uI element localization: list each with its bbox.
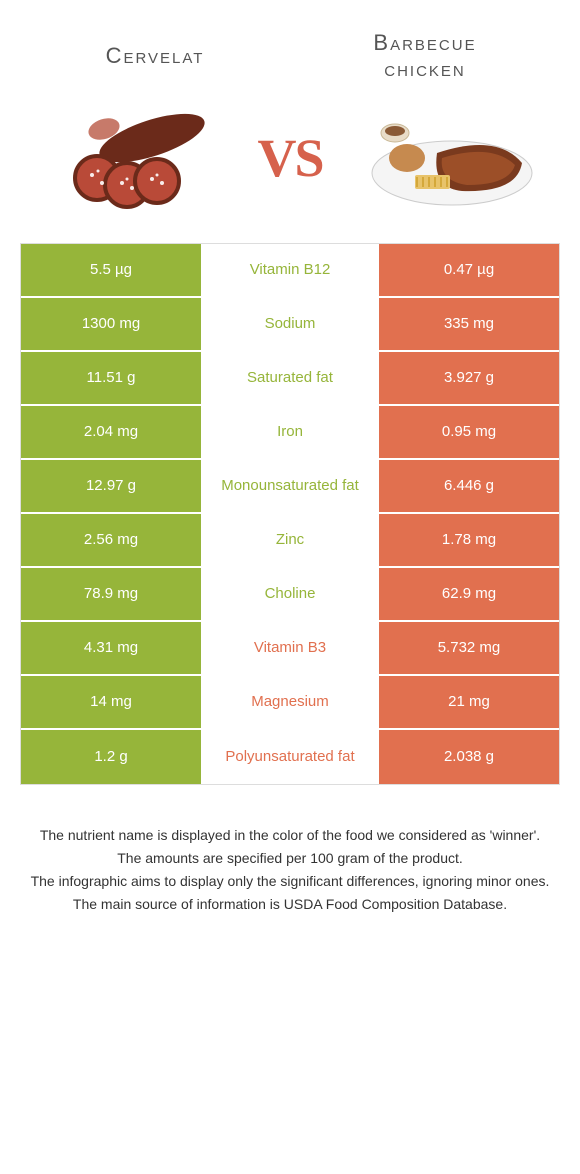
right-value: 1.78 mg (379, 514, 559, 566)
right-value: 6.446 g (379, 460, 559, 512)
footer-notes: The nutrient name is displayed in the co… (0, 785, 580, 937)
food-right-title-line1: Barbecue (373, 30, 476, 55)
footer-line-4: The main source of information is USDA F… (30, 894, 550, 915)
table-row: 2.04 mgIron0.95 mg (21, 406, 559, 460)
left-value: 4.31 mg (21, 622, 201, 674)
left-value: 1.2 g (21, 730, 201, 784)
cervelat-image (42, 103, 212, 213)
left-value: 11.51 g (21, 352, 201, 404)
right-value: 2.038 g (379, 730, 559, 784)
nutrient-name: Magnesium (201, 676, 379, 728)
nutrient-name: Vitamin B12 (201, 244, 379, 296)
table-row: 4.31 mgVitamin B35.732 mg (21, 622, 559, 676)
footer-line-1: The nutrient name is displayed in the co… (30, 825, 550, 846)
images-row: VS (0, 93, 580, 243)
left-value: 2.56 mg (21, 514, 201, 566)
nutrient-name: Zinc (201, 514, 379, 566)
table-row: 1300 mgSodium335 mg (21, 298, 559, 352)
table-row: 12.97 gMonounsaturated fat6.446 g (21, 460, 559, 514)
right-value: 335 mg (379, 298, 559, 350)
food-right-title: Barbecue chicken (304, 30, 547, 83)
right-value: 62.9 mg (379, 568, 559, 620)
footer-line-2: The amounts are specified per 100 gram o… (30, 848, 550, 869)
vs-label: VS (257, 127, 322, 189)
nutrient-name: Iron (201, 406, 379, 458)
food-left-title: Cervelat (34, 43, 277, 69)
right-value: 0.95 mg (379, 406, 559, 458)
left-value: 78.9 mg (21, 568, 201, 620)
header: Cervelat Barbecue chicken (0, 0, 580, 93)
nutrient-name: Choline (201, 568, 379, 620)
nutrient-name: Saturated fat (201, 352, 379, 404)
nutrient-name: Polyunsaturated fat (201, 730, 379, 784)
table-row: 78.9 mgCholine62.9 mg (21, 568, 559, 622)
left-value: 12.97 g (21, 460, 201, 512)
right-value: 0.47 µg (379, 244, 559, 296)
table-row: 5.5 µgVitamin B120.47 µg (21, 244, 559, 298)
table-row: 11.51 gSaturated fat3.927 g (21, 352, 559, 406)
food-right-title-line2: chicken (384, 56, 466, 81)
comparison-table: 5.5 µgVitamin B120.47 µg1300 mgSodium335… (20, 243, 560, 785)
right-value: 3.927 g (379, 352, 559, 404)
left-value: 1300 mg (21, 298, 201, 350)
table-row: 2.56 mgZinc1.78 mg (21, 514, 559, 568)
table-row: 1.2 gPolyunsaturated fat2.038 g (21, 730, 559, 784)
nutrient-name: Monounsaturated fat (201, 460, 379, 512)
table-row: 14 mgMagnesium21 mg (21, 676, 559, 730)
right-value: 5.732 mg (379, 622, 559, 674)
barbecue-chicken-image (367, 103, 537, 213)
nutrient-name: Sodium (201, 298, 379, 350)
left-value: 14 mg (21, 676, 201, 728)
left-value: 5.5 µg (21, 244, 201, 296)
left-value: 2.04 mg (21, 406, 201, 458)
nutrient-name: Vitamin B3 (201, 622, 379, 674)
footer-line-3: The infographic aims to display only the… (30, 871, 550, 892)
right-value: 21 mg (379, 676, 559, 728)
